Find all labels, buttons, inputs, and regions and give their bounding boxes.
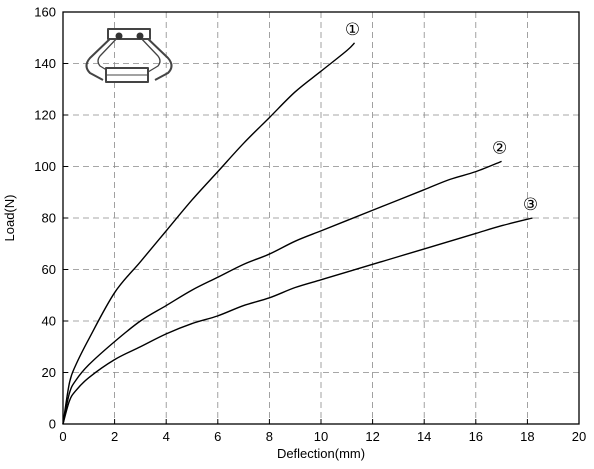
y-axis-title: Load(N) (2, 195, 17, 242)
x-tick-label: 12 (365, 429, 379, 444)
y-tick-label: 160 (34, 5, 56, 20)
y-tick-label: 0 (49, 417, 56, 432)
y-tick-label: 60 (42, 262, 56, 277)
specimen-schematic-icon (85, 28, 173, 83)
curve-2 (62, 160, 502, 425)
x-tick-label: 8 (266, 429, 273, 444)
y-tick-label: 80 (42, 211, 56, 226)
x-tick-label: 6 (214, 429, 221, 444)
x-tick-label: 10 (314, 429, 328, 444)
grid-lines (63, 12, 579, 424)
curve-label-2: ② (492, 138, 507, 158)
curve-1 (62, 42, 356, 425)
y-tick-label: 140 (34, 56, 56, 71)
x-tick-label: 16 (469, 429, 483, 444)
curve-labels: ① ② ③ (345, 20, 538, 215)
curve-label-1: ① (345, 20, 360, 40)
curve-label-3: ③ (523, 195, 538, 215)
curves (62, 42, 533, 425)
x-tick-label: 18 (520, 429, 534, 444)
x-axis-title: Deflection(mm) (277, 446, 365, 461)
x-tick-label: 4 (163, 429, 170, 444)
x-tick-label: 2 (111, 429, 118, 444)
y-tick-label: 40 (42, 314, 56, 329)
curve-3 (62, 217, 533, 425)
y-tick-label: 20 (42, 365, 56, 380)
x-tick-label: 20 (572, 429, 586, 444)
x-tick-label: 0 (59, 429, 66, 444)
x-tick-label: 14 (417, 429, 431, 444)
y-tick-label: 100 (34, 159, 56, 174)
y-tick-label: 120 (34, 108, 56, 123)
